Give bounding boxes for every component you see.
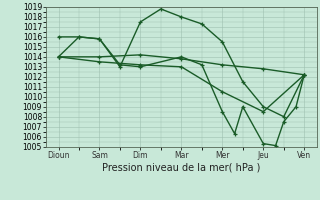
X-axis label: Pression niveau de la mer( hPa ): Pression niveau de la mer( hPa ): [102, 163, 260, 173]
